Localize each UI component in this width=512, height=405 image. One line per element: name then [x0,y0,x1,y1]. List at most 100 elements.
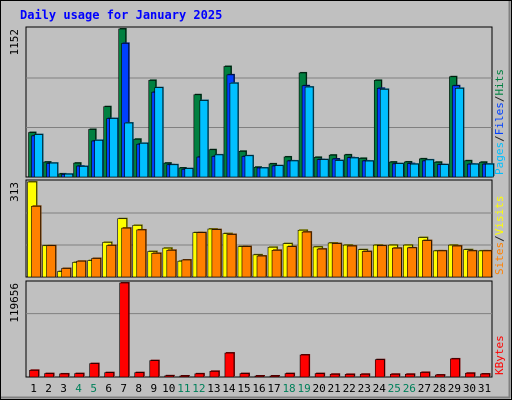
panel-hits-label-part: Pages [493,142,506,175]
bar-pages-day-28 [440,164,449,178]
bar-sites-day-14 [226,234,237,278]
bar-sites-day-17 [271,249,282,278]
x-tick-label: 25 [388,382,401,395]
x-tick-label: 9 [150,382,157,395]
x-tick-label: 2 [45,382,52,395]
bar-pages-day-15 [244,155,254,178]
bar-sites-day-28 [437,250,447,278]
series-kbytes [29,282,491,378]
bar-pages-day-27 [425,159,434,178]
panel-visits-label-part: / [493,235,506,242]
bar-kbytes-day-7 [119,282,130,378]
x-tick-label: 23 [358,382,371,395]
bar-sites-day-15 [241,246,252,278]
bar-kbytes-day-30 [465,372,475,378]
x-tick-label: 24 [373,382,387,395]
bar-sites-day-16 [256,255,267,278]
panel-visits-series-label: Sites/Visits [493,196,506,276]
panel-visits-ymax-label: 313 [8,182,21,202]
panel-hits-label-part: / [493,135,506,142]
x-tick-label: 22 [343,382,356,395]
panel-visits-label-part: Visits [493,196,506,236]
bar-kbytes-day-12 [194,373,205,378]
bar-sites-day-23 [361,251,372,278]
bar-sites-day-30 [467,250,477,278]
bar-pages-day-19 [304,86,314,178]
x-tick-label: 20 [313,382,326,395]
x-tick-label: 15 [237,382,250,395]
panel-hits-series-label: Pages/Files/Hits [493,69,506,175]
bar-sites-day-13 [211,229,222,278]
bar-kbytes-day-28 [435,374,445,378]
bar-kbytes-day-19 [299,354,310,378]
bar-pages-day-12 [199,100,209,178]
x-tick-label: 27 [418,382,431,395]
bar-kbytes-day-1 [29,370,39,378]
x-tick-label: 11 [177,382,190,395]
bar-pages-day-16 [259,167,269,178]
bar-sites-day-20 [316,248,327,278]
panel-hits-label-part: Hits [493,69,506,96]
bar-kbytes-day-21 [329,373,340,378]
bar-kbytes-day-9 [149,360,160,378]
panel-kbytes: 119656 KBytes [8,280,506,378]
bar-pages-day-26 [410,163,419,178]
bar-kbytes-day-26 [405,373,415,378]
x-tick-label: 3 [60,382,67,395]
bar-pages-day-2 [49,162,58,178]
bar-pages-day-17 [274,165,284,178]
x-tick-label: 29 [448,382,461,395]
bar-kbytes-day-31 [480,373,490,378]
bar-pages-day-1 [34,134,43,178]
bar-sites-day-1 [31,205,41,278]
bar-pages-day-8 [139,143,149,178]
bar-kbytes-day-3 [59,373,69,378]
bar-kbytes-day-6 [104,372,114,378]
x-tick-label: 6 [105,382,112,395]
x-tick-label: 18 [282,382,295,395]
bar-kbytes-day-22 [344,374,355,378]
x-tick-label: 17 [267,382,280,395]
bar-kbytes-day-5 [89,363,99,378]
panel-hits-label-part: / [493,96,506,103]
series-pages [34,82,495,178]
bar-pages-day-24 [379,89,389,178]
bar-kbytes-day-14 [224,352,235,378]
bar-kbytes-shadow [180,375,190,376]
x-tick-label: 31 [478,382,491,395]
bar-sites-day-25 [391,247,402,278]
bar-sites-day-22 [346,245,357,278]
bar-sites-day-9 [151,253,162,278]
bar-pages-day-23 [364,160,374,178]
bar-sites-day-24 [376,245,387,278]
x-tick-label: 13 [207,382,220,395]
bar-kbytes-shadow [165,374,175,376]
bar-kbytes-day-2 [44,373,54,378]
bar-sites-day-8 [136,229,147,278]
x-tick-label: 1 [30,382,37,395]
bar-pages-day-18 [289,160,299,178]
panel-kbytes-ymax-label: 119656 [8,283,21,323]
bar-sites-day-26 [407,247,417,278]
panel-kbytes-box [25,280,493,378]
bar-sites-day-19 [301,231,312,278]
panel-hits-ymax-label: 1152 [8,29,21,56]
bar-kbytes-day-11 [179,375,190,378]
bar-sites-day-4 [76,260,86,278]
panel-visits-label-part: Sites [493,242,506,275]
bar-pages-day-13 [214,154,224,178]
bar-sites-day-12 [196,232,207,278]
x-tick-label: 19 [297,382,310,395]
bar-pages-day-4 [79,166,88,178]
bar-kbytes-day-8 [134,372,145,378]
chart-panels: 1152Pages/Files/Hits313Sites/Visits11965… [8,26,506,378]
panel-kbytes-label-part: KBytes [493,335,506,375]
bar-sites-day-27 [422,240,432,278]
bar-kbytes-day-13 [209,371,220,378]
bar-sites-day-3 [61,268,71,278]
chart-title: Daily usage for January 2025 [20,8,222,22]
bar-sites-day-18 [286,246,297,278]
x-tick-label: 8 [135,382,142,395]
